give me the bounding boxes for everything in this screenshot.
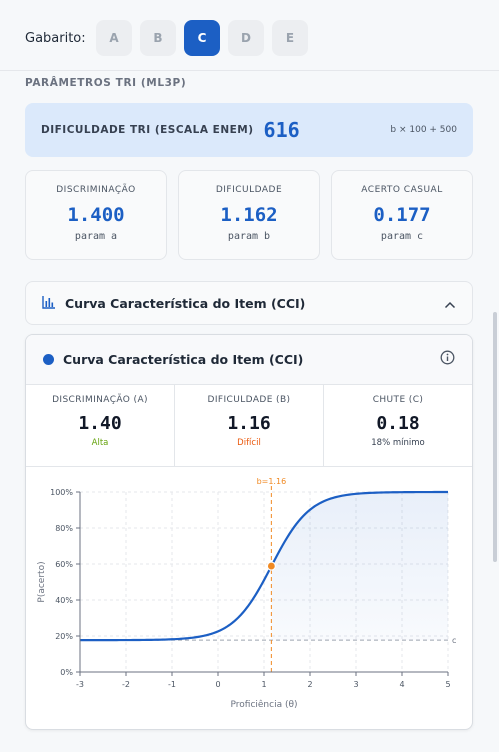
chevron-up-icon[interactable] (444, 294, 456, 313)
stat-value: 0.18 (376, 413, 420, 434)
info-icon[interactable] (440, 350, 455, 369)
cci-accordion-header[interactable]: Curva Característica do Item (CCI) (25, 281, 473, 325)
card-header: Curva Característica do Item (CCI) (26, 335, 472, 385)
option-e-button[interactable]: E (272, 20, 308, 56)
param-sub: param c (380, 231, 424, 242)
option-c-button[interactable]: C (184, 20, 220, 56)
tri-value: 616 (263, 118, 300, 142)
param-sub: param b (227, 231, 271, 242)
param-title: DIFICULDADE (215, 185, 283, 195)
gabarito-selector: Gabarito: A B C D E (25, 20, 316, 56)
icc-curve (80, 490, 448, 642)
y-tick-label: 0% (60, 668, 73, 677)
x-tick-label: -2 (122, 680, 130, 689)
y-tick-label: 80% (55, 524, 73, 533)
option-b-button[interactable]: B (140, 20, 176, 56)
guess-line-label: c (452, 636, 456, 645)
y-axis-title: P(acerto) (37, 561, 47, 602)
stat-discrimination: DISCRIMINAÇÃO (A) 1.40 Alta (26, 385, 175, 466)
stat-title: DISCRIMINAÇÃO (A) (52, 395, 148, 405)
y-tick-label: 20% (55, 632, 73, 641)
stat-title: DIFICULDADE (B) (207, 395, 291, 405)
status-dot-icon (43, 354, 54, 365)
param-card-b: DIFICULDADE 1.162 param b (178, 170, 320, 260)
tri-formula: b × 100 + 500 (390, 125, 457, 135)
divider (0, 70, 499, 71)
difficulty-marker-label: b=1.16 (257, 477, 287, 486)
bar-chart-icon (42, 294, 56, 313)
param-value: 0.177 (373, 204, 431, 226)
param-card-a: DISCRIMINAÇÃO 1.400 param a (25, 170, 167, 260)
curve-area (271, 492, 448, 641)
param-sub: param a (74, 231, 118, 242)
tri-difficulty-box: DIFICULDADE TRI (ESCALA ENEM) 616 b × 10… (25, 103, 473, 157)
stats-row: DISCRIMINAÇÃO (A) 1.40 Alta DIFICULDADE … (26, 385, 472, 467)
cci-chart[interactable]: c b=1.16 -3 -2 -1 0 1 2 3 4 50%20%40%60%80%100% … (26, 467, 472, 729)
param-cards: DISCRIMINAÇÃO 1.400 param a DIFICULDADE … (25, 170, 473, 260)
stat-value: 1.40 (78, 413, 122, 434)
x-tick-label: 1 (261, 680, 266, 689)
gabarito-label: Gabarito: (25, 30, 86, 46)
x-axis-title: Proficiência (θ) (231, 699, 298, 710)
stat-sub: 18% mínimo (371, 438, 425, 448)
param-value: 1.400 (67, 204, 125, 226)
card-title: Curva Característica do Item (CCI) (63, 352, 304, 367)
option-d-button[interactable]: D (228, 20, 264, 56)
x-tick-label: 3 (353, 680, 358, 689)
x-tick-label: -3 (76, 680, 84, 689)
x-tick-label: 2 (307, 680, 312, 689)
stat-guess: CHUTE (C) 0.18 18% mínimo (324, 385, 472, 466)
y-tick-label: 100% (50, 488, 73, 497)
scrollbar[interactable] (493, 312, 497, 562)
cci-card: Curva Característica do Item (CCI) DISCR… (25, 334, 473, 730)
stat-sub: Difícil (237, 438, 261, 448)
x-tick-label: -1 (168, 680, 176, 689)
stat-title: CHUTE (C) (372, 395, 424, 405)
stat-sub: Alta (91, 438, 109, 448)
param-title: DISCRIMINAÇÃO (56, 185, 136, 195)
stat-difficulty: DIFICULDADE (B) 1.16 Difícil (175, 385, 324, 466)
x-tick-label: 5 (445, 680, 450, 689)
difficulty-point[interactable] (266, 561, 276, 571)
accordion-title: Curva Característica do Item (CCI) (65, 295, 306, 311)
y-tick-label: 40% (55, 596, 73, 605)
y-tick-label: 60% (55, 560, 73, 569)
x-tick-label: 4 (399, 680, 404, 689)
section-title: PARÂMETROS TRI (ML3P) (25, 77, 187, 89)
stat-value: 1.16 (227, 413, 271, 434)
x-tick-label: 0 (215, 680, 220, 689)
param-value: 1.162 (220, 204, 278, 226)
tri-label: DIFICULDADE TRI (ESCALA ENEM) (41, 124, 254, 136)
param-title: ACERTO CASUAL (361, 185, 443, 195)
option-a-button[interactable]: A (96, 20, 132, 56)
param-card-c: ACERTO CASUAL 0.177 param c (331, 170, 473, 260)
